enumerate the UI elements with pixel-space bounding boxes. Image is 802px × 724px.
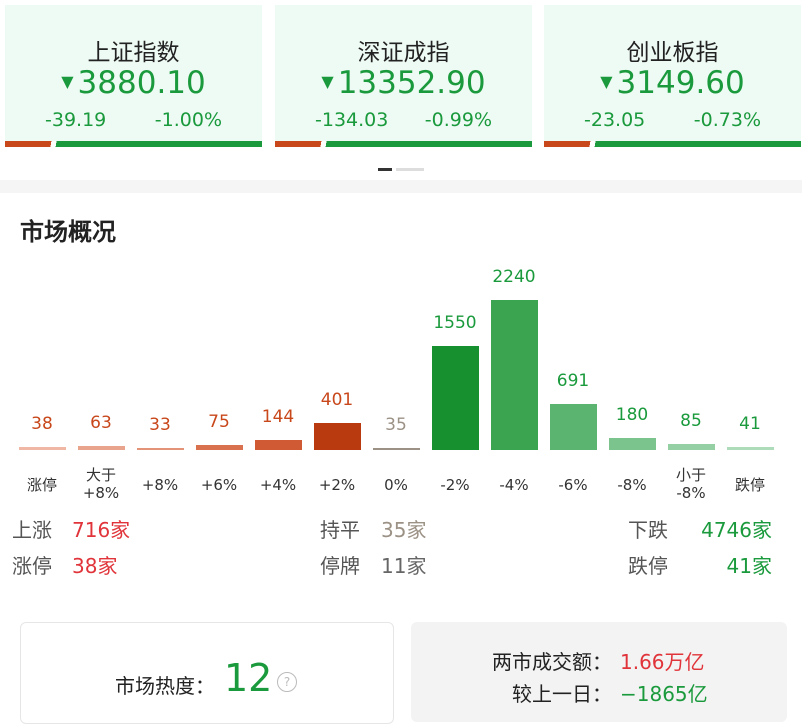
bar <box>136 447 184 450</box>
category-label: -8% <box>617 476 647 494</box>
bar-value-label: 180 <box>615 404 649 425</box>
suspended-label: 停牌 <box>320 554 360 578</box>
turnover-diff-value: −1865亿 <box>620 682 708 706</box>
suspended-value: 11家 <box>381 554 427 578</box>
index-strip <box>275 141 532 147</box>
limit-down-value: 41家 <box>726 554 772 578</box>
bar-value-label: 75 <box>208 411 230 432</box>
index-change: -39.19 <box>45 109 107 131</box>
bar-value-label: 691 <box>556 370 590 391</box>
bar <box>18 447 66 450</box>
turnover-diff-label: 较上一日： <box>512 682 612 706</box>
separator <box>0 180 802 193</box>
category-label: +8% <box>141 476 179 494</box>
bar <box>490 300 538 450</box>
index-strip <box>5 141 262 147</box>
heat-value: 12 <box>224 656 273 700</box>
category-label: -4% <box>499 476 529 494</box>
help-icon[interactable]: ? <box>277 672 297 692</box>
index-change: -134.03 <box>315 109 389 131</box>
page-dot-active <box>378 168 392 171</box>
category-label: 0% <box>384 476 408 494</box>
bar-value-label: 2240 <box>492 267 536 287</box>
flat-value: 35家 <box>381 518 427 542</box>
index-change: -23.05 <box>584 109 646 131</box>
limit-up-label: 涨停 <box>12 554 52 578</box>
bar-value-label: 1550 <box>433 313 477 334</box>
category-label: +2% <box>318 476 356 494</box>
bar <box>372 447 420 450</box>
index-card[interactable]: 创业板指3149.60 -23.05 -0.73% <box>544 5 801 147</box>
bar-value-label: 144 <box>261 407 295 428</box>
index-strip <box>544 141 801 147</box>
category-label: 小于 -8% <box>675 466 706 502</box>
bar <box>726 447 774 450</box>
up-label: 上涨 <box>12 518 52 542</box>
bar <box>608 437 656 450</box>
index-value: 3149.60 <box>544 65 801 101</box>
turnover-label: 两市成交额： <box>492 650 612 674</box>
bar <box>667 444 715 450</box>
limit-up-value: 38家 <box>72 554 118 578</box>
down-value: 4746家 <box>701 518 772 542</box>
bar <box>195 444 243 450</box>
index-pct: -0.99% <box>424 109 492 131</box>
bar-value-label: 38 <box>31 414 53 435</box>
down-label: 下跌 <box>628 518 668 542</box>
index-card[interactable]: 深证成指13352.90 -134.03 -0.99% <box>275 5 532 147</box>
category-label: 大于 +8% <box>82 466 120 502</box>
category-label: -6% <box>558 476 588 494</box>
page-dot <box>396 168 424 171</box>
category-label: -2% <box>440 476 470 494</box>
bar-value-label: 85 <box>680 411 702 432</box>
bar <box>549 403 597 450</box>
category-label: +4% <box>259 476 297 494</box>
turnover-value: 1.66万亿 <box>620 650 705 674</box>
index-pct: -1.00% <box>154 109 222 131</box>
category-label: +6% <box>200 476 238 494</box>
bar <box>77 445 125 450</box>
index-value: 3880.10 <box>5 65 262 101</box>
category-label: 涨停 <box>26 476 57 494</box>
bar <box>254 440 302 450</box>
category-label: 跌停 <box>734 476 765 494</box>
bar-value-label: 401 <box>320 390 354 411</box>
up-value: 716家 <box>72 518 131 542</box>
flat-label: 持平 <box>320 518 360 542</box>
index-name: 深证成指 <box>357 40 450 66</box>
bar-value-label: 35 <box>385 414 407 435</box>
bar <box>431 346 479 450</box>
bar-value-label: 41 <box>739 414 761 435</box>
index-value: 13352.90 <box>275 65 532 101</box>
index-pct: -0.73% <box>693 109 761 131</box>
bar <box>313 423 361 450</box>
bar-value-label: 33 <box>149 414 171 435</box>
index-card[interactable]: 上证指数3880.10 -39.19 -1.00% <box>5 5 262 147</box>
heat-label: 市场热度： <box>115 674 215 698</box>
index-name: 上证指数 <box>87 40 180 66</box>
section-title: 市场概况 <box>20 218 116 246</box>
bar-value-label: 63 <box>90 412 112 433</box>
turnover-card <box>411 622 787 722</box>
index-name: 创业板指 <box>626 40 719 66</box>
limit-down-label: 跌停 <box>628 554 668 578</box>
